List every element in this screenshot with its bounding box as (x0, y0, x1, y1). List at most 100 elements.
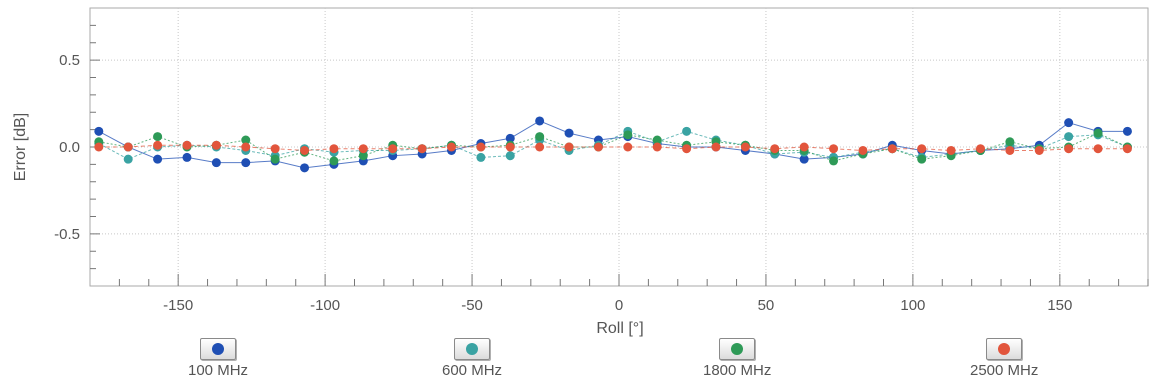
legend-label: 100 MHz (188, 362, 249, 379)
data-point (564, 128, 574, 138)
legend-swatch (986, 338, 1023, 360)
legend-swatch (719, 338, 756, 360)
x-tick-label: 150 (1047, 297, 1072, 314)
data-point (1005, 137, 1015, 147)
x-tick-label: 50 (758, 297, 775, 314)
data-point (270, 154, 280, 164)
data-point (123, 142, 133, 152)
data-point (153, 140, 163, 150)
legend-swatch (454, 338, 491, 360)
data-point (623, 130, 633, 140)
data-point (300, 145, 310, 155)
y-axis-title: Error [dB] (12, 113, 29, 181)
x-axis-title: Roll [°] (596, 320, 643, 337)
chart-plot: -150 -100 -50 0 50 100 150 0.5 0.0 -0.5 Roll [°]… (12, 7, 1149, 337)
data-point (1005, 145, 1015, 155)
data-point (241, 135, 251, 145)
data-point (241, 142, 251, 152)
data-point (829, 144, 839, 154)
data-point (799, 154, 809, 164)
legend-item-100mhz[interactable]: 100 MHz (188, 338, 248, 379)
x-tick-label: -100 (310, 297, 340, 314)
y-tick-label: 0.5 (59, 52, 80, 69)
series-line (98, 130, 1128, 160)
data-point (211, 140, 221, 150)
x-tick-label: -150 (163, 297, 193, 314)
data-point (300, 163, 310, 173)
data-point (94, 142, 104, 152)
data-point (476, 152, 486, 162)
data-point (1093, 128, 1103, 138)
data-point (270, 144, 280, 154)
data-point (1064, 144, 1074, 154)
data-point (476, 142, 486, 152)
x-tick-labels: -150 -100 -50 0 50 100 150 (163, 297, 1072, 314)
data-point (123, 154, 133, 164)
data-point (1034, 145, 1044, 155)
x-tick-label: 100 (900, 297, 925, 314)
data-point (153, 154, 163, 164)
data-point (1064, 118, 1074, 128)
data-point (358, 144, 368, 154)
series-line (98, 132, 1128, 162)
data-point (182, 140, 192, 150)
data-point (94, 126, 104, 136)
legend-label: 1800 MHz (703, 362, 772, 379)
data-point (917, 144, 927, 154)
data-point (329, 156, 339, 166)
data-point (799, 142, 809, 152)
legend-item-1800mhz[interactable]: 1800 MHz (703, 338, 771, 379)
data-point (505, 133, 515, 143)
y-tick-label: -0.5 (54, 226, 80, 243)
y-tick-label: 0.0 (59, 139, 80, 156)
legend-dot-icon (212, 343, 225, 355)
data-point (829, 156, 839, 166)
data-point (388, 144, 398, 154)
data-point (1064, 132, 1074, 142)
data-point (682, 144, 692, 154)
data-point (417, 144, 427, 154)
legend-item-600mhz[interactable]: 600 MHz (442, 338, 502, 379)
data-point (564, 142, 574, 152)
data-point (652, 135, 662, 145)
x-tick-label: 0 (615, 297, 623, 314)
data-point (1122, 126, 1132, 136)
data-point (682, 126, 692, 136)
data-point (858, 145, 868, 155)
data-point (623, 142, 633, 152)
data-point (153, 132, 163, 142)
data-point (358, 151, 368, 161)
x-tick-label: -50 (461, 297, 483, 314)
data-point (740, 142, 750, 152)
data-point (535, 116, 545, 126)
data-point (535, 142, 545, 152)
legend-swatch (200, 338, 237, 360)
data-point (1093, 144, 1103, 154)
minor-ticks (90, 24, 1149, 286)
legend-dot-icon (466, 343, 479, 355)
data-point (211, 158, 221, 168)
legend-dot-icon (731, 343, 744, 355)
legend-label: 600 MHz (442, 362, 503, 379)
data-point (446, 142, 456, 152)
data-point (241, 158, 251, 168)
legend-item-2500mhz[interactable]: 2500 MHz (970, 338, 1038, 379)
data-point (505, 151, 515, 161)
data-point (505, 142, 515, 152)
series-layer (94, 116, 1132, 173)
data-point (182, 152, 192, 162)
series-2500-mhz (94, 140, 1132, 155)
data-point (975, 144, 985, 154)
data-point (535, 132, 545, 142)
data-point (1122, 144, 1132, 154)
data-point (946, 145, 956, 155)
data-point (652, 142, 662, 152)
data-point (593, 142, 603, 152)
y-tick-labels: 0.5 0.0 -0.5 (54, 52, 80, 243)
legend-label: 2500 MHz (970, 362, 1039, 379)
data-point (711, 142, 721, 152)
series-line (98, 144, 1128, 151)
data-point (770, 144, 780, 154)
data-point (887, 144, 897, 154)
data-point (329, 144, 339, 154)
